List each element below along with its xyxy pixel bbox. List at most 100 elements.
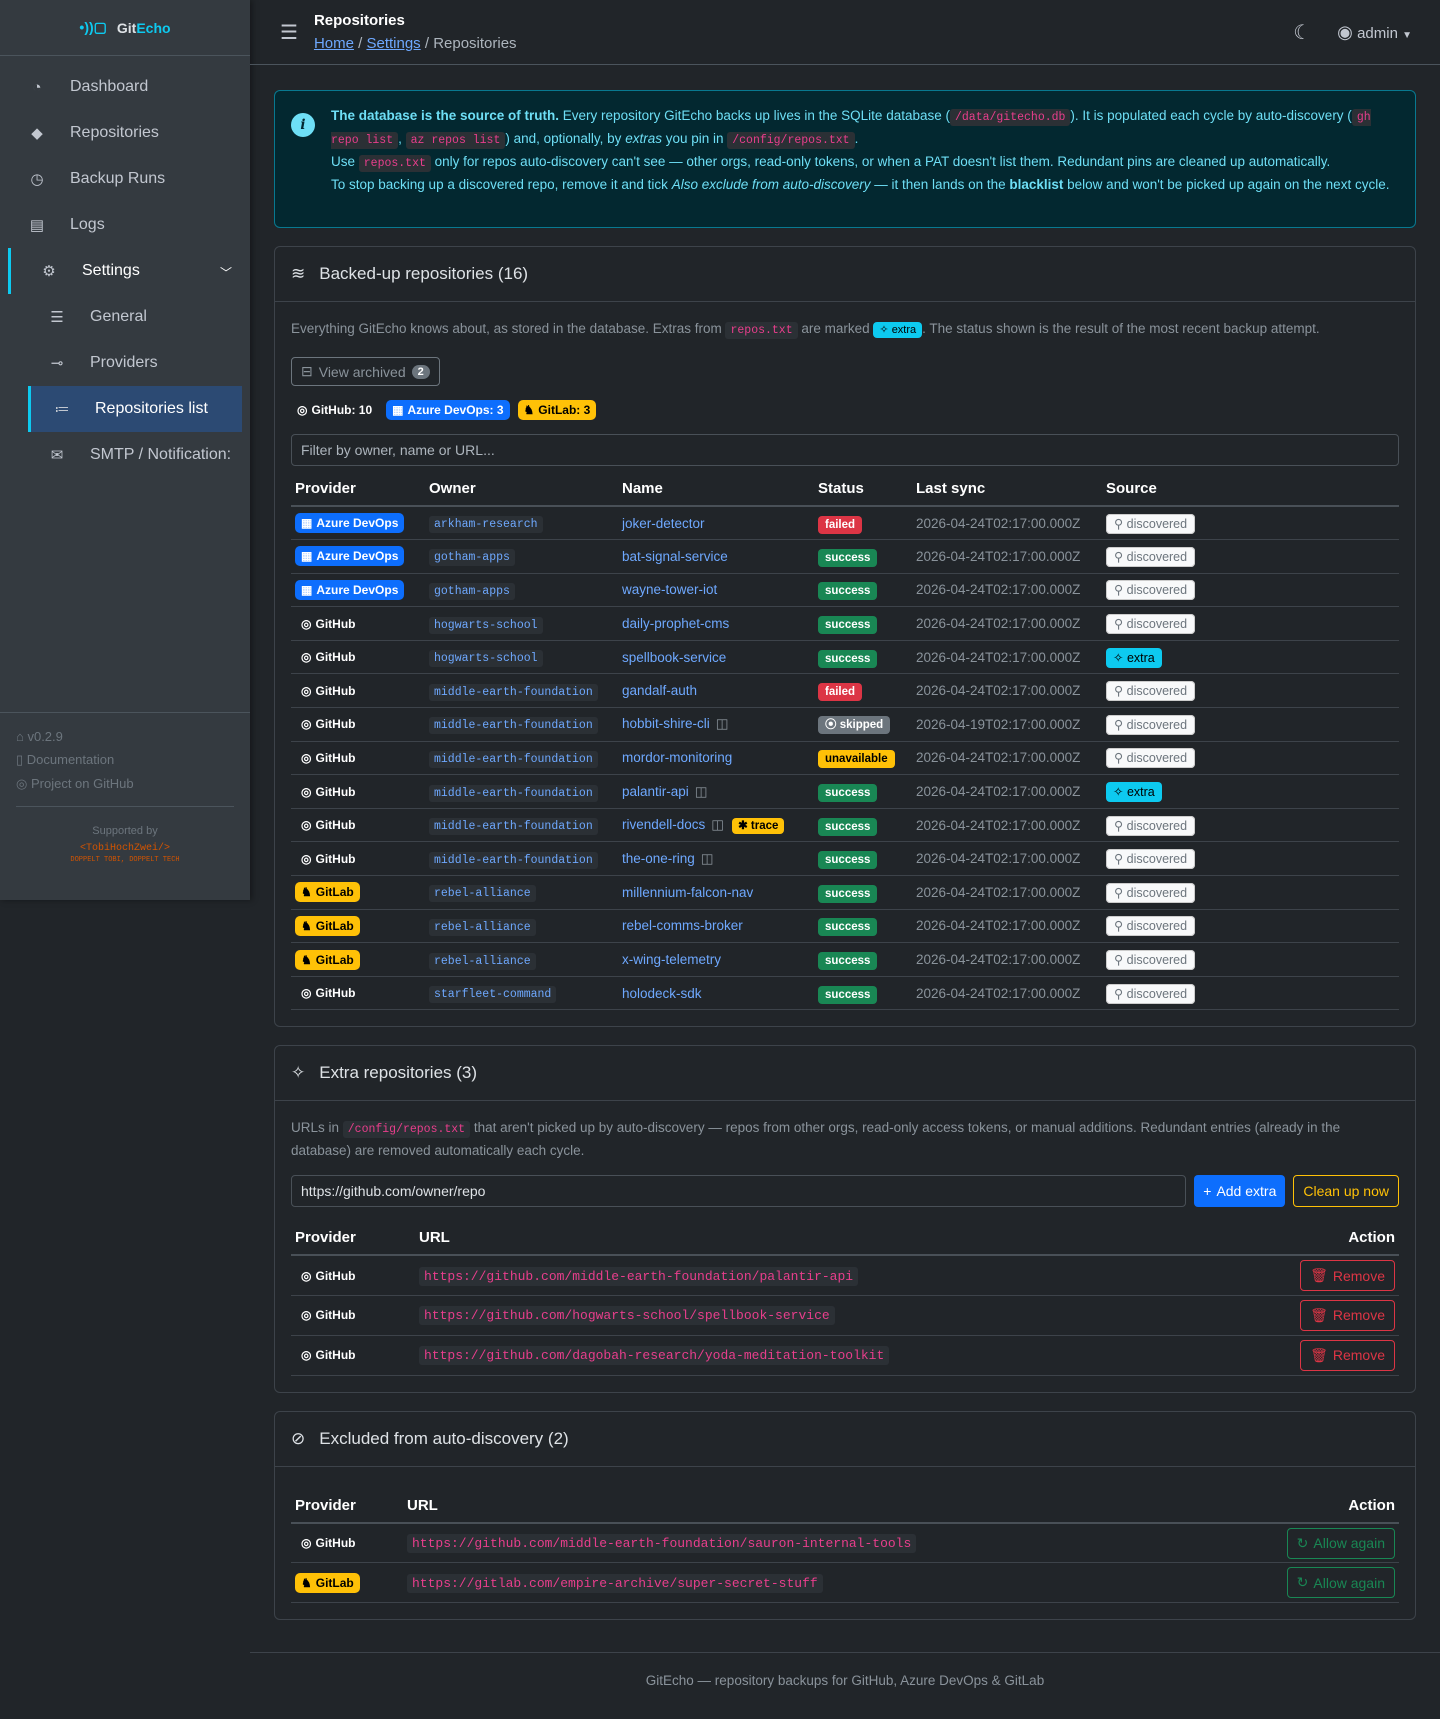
theme-toggle-moon-icon[interactable]: ☾ [1293, 21, 1312, 44]
last-sync: 2026-04-24T02:17:00.000Z [916, 616, 1081, 632]
note-icon[interactable]: ◫ [700, 850, 714, 866]
column-header[interactable]: Source [1102, 472, 1399, 507]
nav-label: Dashboard [70, 78, 149, 95]
search-icon: ⚲ [1114, 986, 1127, 1001]
column-header[interactable]: URL [415, 1221, 1225, 1257]
last-sync: 2026-04-24T02:17:00.000Z [916, 683, 1081, 699]
provider-badge: ♞ GitLab [295, 1572, 360, 1593]
menu-toggle-icon[interactable]: ☰ [280, 21, 298, 44]
github-icon: ◎ [301, 1308, 312, 1323]
table-row: ◎ GitHub middle-earth-foundation the-one-ri… [291, 841, 1399, 877]
repo-name-link[interactable]: hobbit-shire-cli [622, 716, 710, 732]
provider-badge: ◎ GitHub [295, 1305, 361, 1325]
repo-name-link[interactable]: holodeck-sdk [622, 985, 702, 1001]
sidebar-subitem-general[interactable]: ☰ General [0, 294, 250, 340]
refresh-icon: ↻ [1296, 1534, 1309, 1551]
github-link[interactable]: ◎ Project on GitHub [16, 776, 134, 791]
sidebar-item-settings[interactable]: ⚙ Settings ﹀ [8, 248, 250, 294]
repo-name-link[interactable]: gandalf-auth [622, 683, 698, 699]
github-label: Project on GitHub [30, 776, 134, 791]
column-header[interactable]: Owner [425, 472, 618, 507]
azure-devops-icon: ▦ [301, 582, 313, 597]
provider-name: GitHub [315, 818, 356, 833]
provider-badge: ◎ GitHub [295, 782, 361, 802]
sidebar-item-repositories[interactable]: ◆ Repositories [0, 110, 250, 156]
breadcrumb-home[interactable]: Home [313, 35, 354, 52]
column-header[interactable]: Provider [291, 1221, 415, 1257]
column-header[interactable]: Last sync [912, 472, 1102, 507]
breadcrumb-settings[interactable]: Settings [366, 35, 421, 52]
remove-button[interactable]: 🗑︎ Remove [1300, 1299, 1395, 1331]
user-menu[interactable]: ◉ admin ▼ [1337, 22, 1412, 43]
sponsor-logo[interactable]: <TobiHochZwei/> DOPPELT TOBI, DOPPELT TEC… [16, 843, 234, 865]
documentation-link[interactable]: ▯ Documentation [16, 752, 115, 767]
brand-name-b: Echo [136, 19, 171, 36]
sidebar-item-backup-runs[interactable]: ◷ Backup Runs [0, 156, 250, 202]
table-row: ◎ GitHub https://github.com/dagobah-resear… [291, 1335, 1399, 1376]
repo-name-link[interactable]: mordor-monitoring [622, 750, 733, 766]
repo-name-link[interactable]: joker-detector [622, 515, 705, 531]
repo-name-link[interactable]: palantir-api [622, 783, 689, 799]
source-badge: ⚲ discovered [1106, 546, 1196, 567]
desc: that aren't picked up by auto-discovery … [291, 1120, 1341, 1159]
search-icon: ⚲ [1114, 684, 1127, 699]
source-label: discovered [1126, 751, 1188, 766]
view-archived-button[interactable]: ⊟ View archived 2 [291, 357, 440, 386]
column-header[interactable]: Action [1224, 1221, 1399, 1257]
clean-up-button[interactable]: Clean up now [1293, 1175, 1399, 1208]
note-icon[interactable]: ◫ [711, 817, 725, 833]
repo-name-link[interactable]: millennium-falcon-nav [622, 884, 754, 900]
source-label: discovered [1126, 953, 1188, 968]
nav-label: Repositories list [95, 400, 208, 417]
nav-label: General [90, 308, 147, 325]
column-header[interactable]: Name [618, 472, 814, 507]
source-badge: ✧ extra [1106, 782, 1162, 803]
add-extra-button[interactable]: + Add extra [1194, 1175, 1286, 1208]
sidebar-item-logs[interactable]: ▤ Logs [0, 202, 250, 248]
brand-logo[interactable]: •))▢ GitEcho [0, 0, 250, 56]
backed-up-card: ≋ Backed-up repositories (16) Everything … [274, 246, 1416, 1028]
card-title: Excluded from auto-discovery (2) [319, 1428, 569, 1448]
sidebar-subitem-smtp-notification-[interactable]: ✉ SMTP / Notification: [0, 432, 250, 478]
column-header[interactable]: Provider [291, 472, 425, 507]
search-icon: ⚲ [1114, 885, 1127, 900]
repo-name-link[interactable]: daily-prophet-cms [622, 616, 730, 632]
remove-button[interactable]: 🗑︎ Remove [1300, 1339, 1395, 1371]
remove-button[interactable]: 🗑︎ Remove [1300, 1260, 1395, 1292]
gitlab-count: GitLab: 3 [538, 403, 591, 417]
owner: hogwarts-school [429, 650, 543, 668]
status-label: success [825, 921, 871, 934]
search-icon: ⚲ [1114, 583, 1127, 598]
allow-again-button[interactable]: ↻ Allow again [1286, 1567, 1395, 1599]
github-icon: ◎ [301, 717, 312, 732]
extra-url-input[interactable]: https://github.com/owner/repo [291, 1175, 1187, 1208]
sidebar-subitem-repositories-list[interactable]: ≔ Repositories list [28, 386, 242, 432]
repo-name-link[interactable]: rivendell-docs [622, 817, 706, 833]
note-icon[interactable]: ◫ [715, 716, 729, 732]
provider-badge: ◎ GitHub [295, 849, 361, 869]
column-header[interactable]: URL [403, 1488, 1217, 1524]
search-icon: ⚲ [1114, 617, 1127, 632]
button-label: Remove [1332, 1347, 1385, 1364]
github-icon: ◎ [301, 750, 312, 765]
search-icon: ⚲ [1114, 953, 1127, 968]
info-text: only for repos auto-discovery can't see … [430, 154, 1331, 169]
repo-name-link[interactable]: wayne-tower-iot [622, 582, 718, 598]
column-header[interactable]: Action [1216, 1488, 1399, 1524]
repo-name-link[interactable]: rebel-comms-broker [622, 918, 743, 934]
sidebar-item-dashboard[interactable]: ◔ Dashboard [0, 64, 250, 110]
allow-again-button[interactable]: ↻ Allow again [1286, 1527, 1395, 1559]
repo-name-link[interactable]: spellbook-service [622, 649, 727, 665]
last-sync: 2026-04-24T02:17:00.000Z [916, 817, 1081, 833]
repo-name-link[interactable]: x-wing-telemetry [622, 952, 722, 968]
sidebar-subitem-providers[interactable]: ⊸ Providers [0, 340, 250, 386]
status-badge: failed [818, 683, 863, 702]
column-header[interactable]: Provider [291, 1488, 403, 1524]
repo-name-link[interactable]: bat-signal-service [622, 548, 728, 564]
filter-input[interactable]: Filter by owner, name or URL... [291, 434, 1399, 466]
column-header[interactable]: Status [814, 472, 912, 507]
trash-icon: 🗑︎ [1310, 1346, 1328, 1363]
note-icon[interactable]: ◫ [694, 783, 708, 799]
repo-name-link[interactable]: the-one-ring [622, 850, 695, 866]
status-label: success [825, 619, 871, 632]
